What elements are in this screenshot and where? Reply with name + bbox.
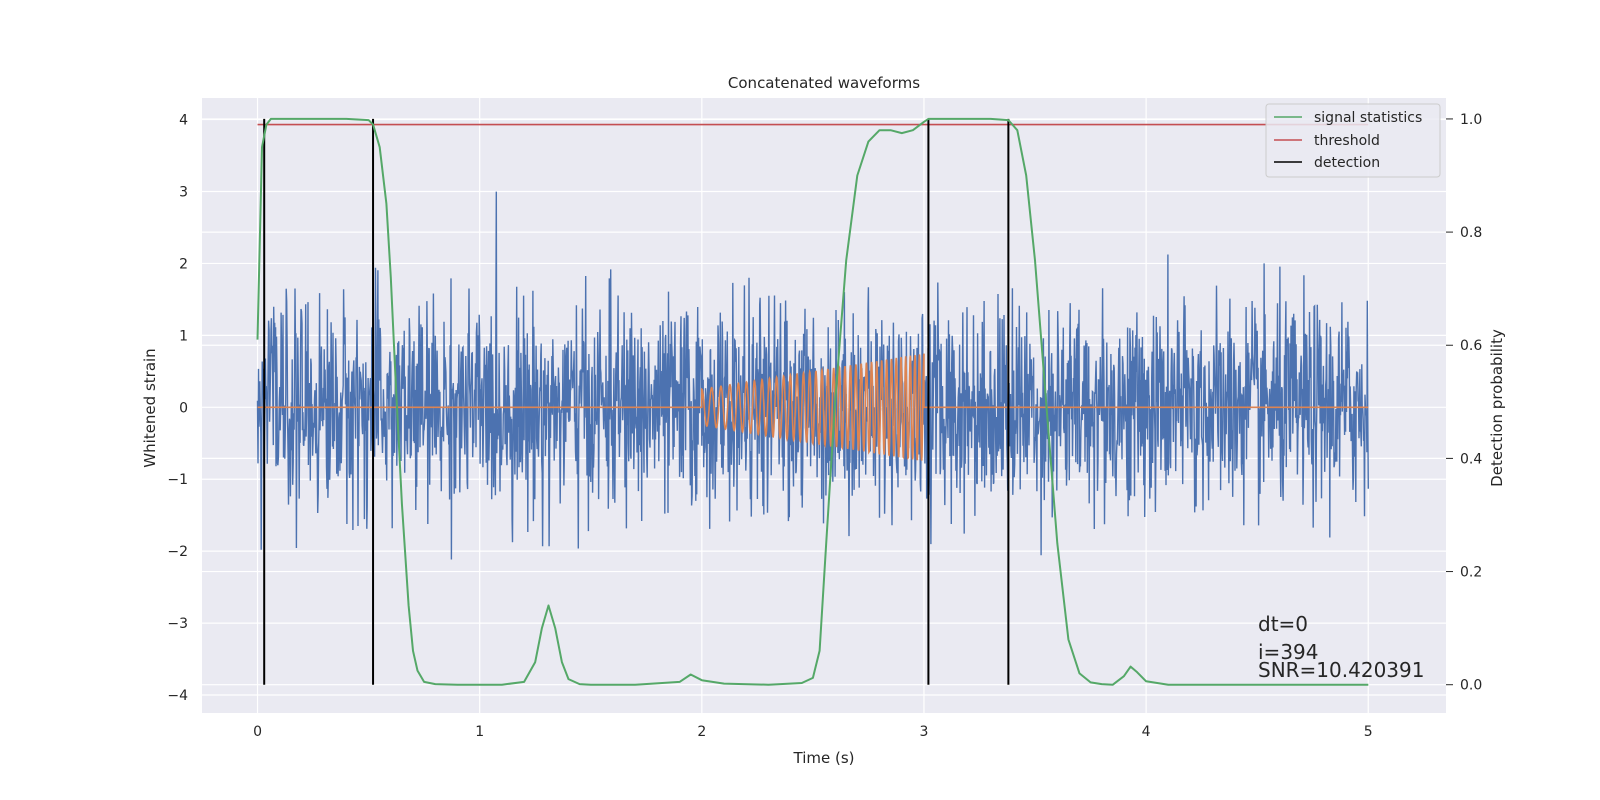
x-tick-label: 4 bbox=[1142, 724, 1151, 740]
y-tick-label-left: 4 bbox=[179, 113, 188, 129]
legend-label-signal-statistics: signal statistics bbox=[1314, 110, 1422, 126]
annotation-index: i=394 bbox=[1258, 640, 1319, 664]
x-tick-label: 1 bbox=[475, 724, 484, 740]
annotation-snr: SNR=10.420391 bbox=[1258, 658, 1424, 682]
template-line bbox=[257, 353, 1369, 461]
legend: signal statistics threshold detection bbox=[1265, 103, 1441, 178]
legend-label-threshold: threshold bbox=[1314, 133, 1380, 149]
y-axis-label-right: Detection probability bbox=[1488, 329, 1506, 487]
y-axis-label-left: Whitened strain bbox=[141, 348, 159, 467]
legend-frame bbox=[1265, 103, 1441, 178]
y-tick-label-left: 0 bbox=[179, 400, 188, 416]
signal-statistics-series bbox=[256, 117, 1369, 686]
template-series bbox=[257, 353, 1369, 461]
y-tick-label-left: 2 bbox=[179, 256, 188, 272]
y-tick-label-left: −2 bbox=[167, 544, 188, 560]
y-tick-label-right: 1.0 bbox=[1460, 112, 1482, 128]
x-axis-label: Time (s) bbox=[793, 749, 855, 767]
strain-line bbox=[256, 191, 1369, 560]
x-tick-label: 3 bbox=[920, 724, 929, 740]
y-tick-label-left: 3 bbox=[179, 185, 188, 201]
x-tick-label: 5 bbox=[1364, 724, 1373, 740]
annotation-dt: dt=0 bbox=[1258, 612, 1308, 636]
legend-label-detection: detection bbox=[1314, 155, 1380, 171]
y-tick-label-right: 0.8 bbox=[1460, 225, 1482, 241]
y-tick-label-left: −1 bbox=[167, 472, 188, 488]
x-tick-label: 0 bbox=[253, 724, 262, 740]
y-tick-label-left: 1 bbox=[179, 328, 188, 344]
x-tick-label: 2 bbox=[697, 724, 706, 740]
y-tick-label-right: 0.0 bbox=[1460, 678, 1482, 694]
y-tick-label-right: 0.2 bbox=[1460, 565, 1482, 581]
strain-series bbox=[256, 191, 1369, 560]
axis-ticks: 0 1 2 3 4 5 −4 −3 −2 −1 0 1 2 3 4 0.0 0.2 0.4 0.6 0.8 1.0 bbox=[167, 112, 1482, 740]
detection-series bbox=[263, 118, 1010, 685]
y-tick-label-left: −3 bbox=[167, 616, 188, 632]
signal-statistics-line bbox=[256, 117, 1369, 686]
y-tick-label-left: −4 bbox=[167, 688, 188, 704]
y-tick-label-right: 0.6 bbox=[1460, 338, 1482, 354]
annotation-block: dt=0 i=394 SNR=10.420391 bbox=[1258, 612, 1424, 682]
y-tick-label-right: 0.4 bbox=[1460, 451, 1482, 467]
chart-title: Concatenated waveforms bbox=[728, 74, 920, 92]
